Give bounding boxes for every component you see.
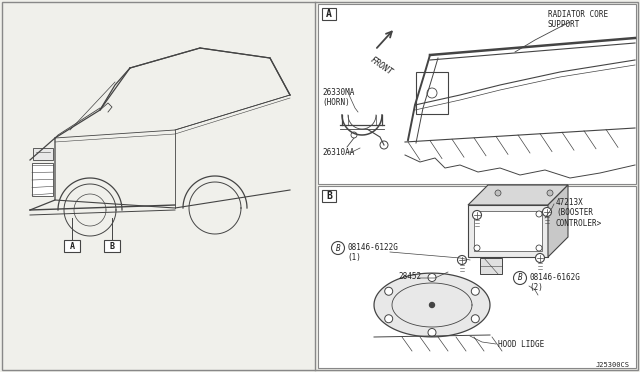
Circle shape — [351, 132, 357, 138]
Circle shape — [429, 302, 435, 308]
Circle shape — [427, 88, 437, 98]
Bar — [32, 163, 53, 196]
Bar — [33, 148, 53, 160]
Bar — [318, 186, 636, 368]
Circle shape — [385, 315, 393, 323]
Circle shape — [474, 211, 480, 217]
Text: RADIATOR CORE
SUPPORT: RADIATOR CORE SUPPORT — [548, 10, 608, 29]
Bar — [318, 4, 636, 184]
Circle shape — [513, 272, 527, 285]
Circle shape — [547, 190, 553, 196]
Circle shape — [536, 253, 545, 263]
Circle shape — [471, 315, 479, 323]
Polygon shape — [548, 185, 568, 257]
Bar — [64, 240, 80, 252]
Text: 47213X
(BOOSTER
CONTROLER>: 47213X (BOOSTER CONTROLER> — [556, 198, 602, 228]
Bar — [468, 205, 548, 257]
Text: 08146-6122G
(1): 08146-6122G (1) — [347, 243, 398, 262]
Bar — [416, 72, 448, 114]
Text: B: B — [518, 273, 522, 282]
Circle shape — [543, 208, 552, 217]
Text: B: B — [336, 244, 340, 253]
Text: 26330MA
(HORN): 26330MA (HORN) — [322, 88, 355, 108]
Text: J25300CS: J25300CS — [596, 362, 630, 368]
Bar — [474, 211, 542, 251]
Text: 28452: 28452 — [398, 272, 421, 281]
Circle shape — [536, 211, 542, 217]
Circle shape — [428, 328, 436, 337]
Bar — [480, 258, 502, 274]
Text: B: B — [326, 191, 332, 201]
Circle shape — [495, 190, 501, 196]
Circle shape — [385, 287, 393, 295]
Text: A: A — [70, 241, 74, 250]
Bar — [322, 190, 336, 202]
Circle shape — [474, 245, 480, 251]
Text: HOOD LIDGE: HOOD LIDGE — [498, 340, 544, 349]
Bar — [322, 8, 336, 20]
Circle shape — [428, 273, 436, 282]
Circle shape — [472, 211, 481, 219]
Text: 08146-6162G
(2): 08146-6162G (2) — [529, 273, 580, 292]
Circle shape — [332, 241, 344, 254]
Circle shape — [380, 141, 388, 149]
Circle shape — [458, 256, 467, 264]
Circle shape — [471, 287, 479, 295]
Text: B: B — [109, 241, 115, 250]
Bar — [104, 240, 120, 252]
Polygon shape — [468, 185, 568, 205]
Text: 26310AA: 26310AA — [322, 148, 355, 157]
Text: FRONT: FRONT — [368, 55, 394, 77]
Polygon shape — [374, 273, 490, 337]
Circle shape — [536, 245, 542, 251]
Text: A: A — [326, 9, 332, 19]
